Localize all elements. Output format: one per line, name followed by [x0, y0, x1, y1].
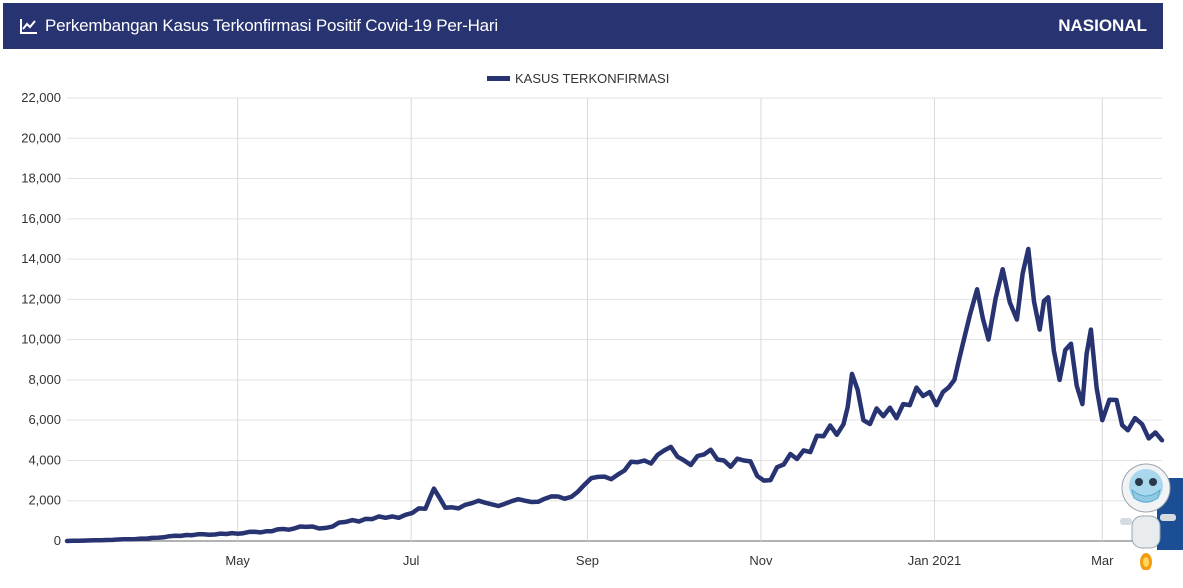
- y-tick-label: 18,000: [21, 171, 61, 186]
- chart-header: Perkembangan Kasus Terkonfirmasi Positif…: [3, 3, 1163, 49]
- line-chart-icon: [20, 19, 37, 34]
- header-left: Perkembangan Kasus Terkonfirmasi Positif…: [19, 16, 498, 36]
- y-tick-label: 6,000: [28, 412, 61, 427]
- x-tick-label: Nov: [749, 553, 773, 568]
- grid-lines: [67, 97, 1162, 542]
- legend-label-kasus-terkonfirmasi: KASUS TERKONFIRMASI: [515, 71, 669, 86]
- x-axis: May Jul Sep Nov Jan 2021 Mar: [225, 553, 1114, 568]
- y-tick-label: 2,000: [28, 493, 61, 508]
- y-tick-label: 4,000: [28, 452, 61, 467]
- x-tick-label: May: [225, 553, 250, 568]
- y-tick-label: 12,000: [21, 291, 61, 306]
- y-tick-label: 14,000: [21, 251, 61, 266]
- legend-swatch: [487, 76, 510, 81]
- x-tick-label: Sep: [576, 553, 599, 568]
- y-axis: 0 2,000 4,000 6,000 8,000 10,000 12,000 14,000 1…: [21, 90, 61, 548]
- y-tick-label: 16,000: [21, 211, 61, 226]
- line-chart: 0 2,000 4,000 6,000 8,000 10,000 12,000 14,000 1…: [21, 71, 1165, 568]
- y-tick-label: 0: [54, 533, 61, 548]
- x-tick-label: Mar: [1091, 553, 1114, 568]
- legend[interactable]: KASUS TERKONFIRMASI: [487, 71, 669, 86]
- y-tick-label: 10,000: [21, 332, 61, 347]
- x-tick-label: Jul: [403, 553, 420, 568]
- chart-title: Perkembangan Kasus Terkonfirmasi Positif…: [45, 16, 498, 35]
- y-tick-label: 20,000: [21, 130, 61, 145]
- y-tick-label: 8,000: [28, 372, 61, 387]
- series-line-kasus-terkonfirmasi[interactable]: [64, 246, 1165, 544]
- y-tick-label: 22,000: [21, 90, 61, 105]
- scope-label: NASIONAL: [1058, 16, 1147, 35]
- masked-robot-mascot-icon[interactable]: [1112, 458, 1183, 570]
- x-tick-label: Jan 2021: [908, 553, 962, 568]
